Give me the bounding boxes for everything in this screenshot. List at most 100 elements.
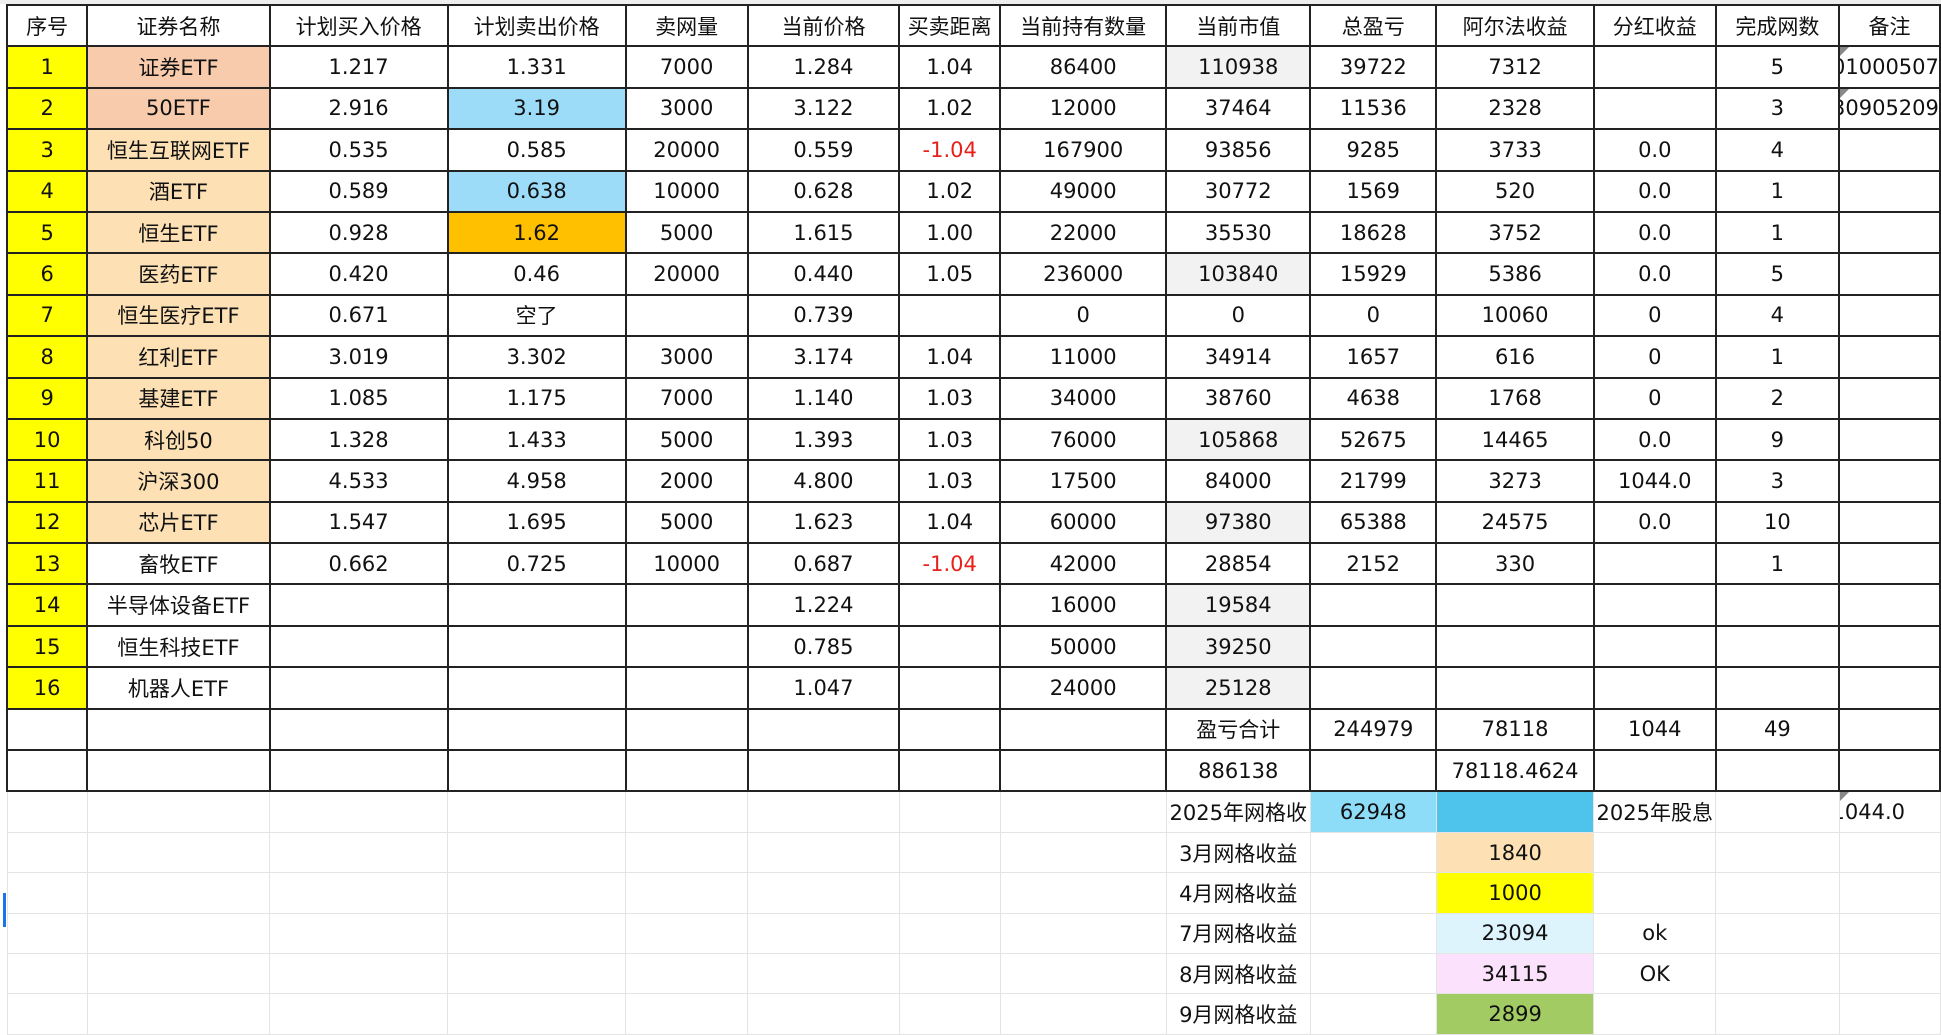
cell-total-pnl[interactable]: 1657: [1309, 335, 1438, 379]
cell-sell-qty[interactable]: 7000: [624, 376, 749, 420]
cell-distance[interactable]: 1.03: [898, 417, 1002, 462]
cell-sell-qty[interactable]: [625, 831, 749, 874]
cell-current-price[interactable]: 1.140: [746, 376, 901, 420]
cell-grids-done[interactable]: 1: [1714, 169, 1841, 213]
cell-market-value[interactable]: 37464: [1165, 86, 1312, 131]
cell-sell-qty[interactable]: 20000: [624, 252, 749, 296]
cell-seq[interactable]: 7: [5, 293, 89, 338]
cell-note[interactable]: [1838, 293, 1941, 338]
header-holding-qty[interactable]: 当前持有数量: [999, 3, 1168, 48]
cell-distance[interactable]: [898, 831, 1001, 874]
cell-market-value[interactable]: 8月网格收益: [1165, 952, 1311, 995]
cell-alpha[interactable]: 1768: [1435, 376, 1595, 420]
cell-seq[interactable]: 9: [5, 376, 89, 420]
cell-name[interactable]: [86, 872, 271, 914]
cell-note[interactable]: [1838, 417, 1941, 462]
cell-sell-price[interactable]: [446, 749, 627, 793]
cell-holding-qty[interactable]: [999, 831, 1167, 874]
cell-current-price[interactable]: [747, 952, 900, 995]
cell-name[interactable]: 畜牧ETF: [86, 542, 271, 586]
cell-note[interactable]: [1838, 912, 1941, 954]
cell-sell-price[interactable]: 1.433: [446, 417, 627, 462]
cell-buy-price[interactable]: 0.420: [268, 252, 449, 296]
cell-sell-qty[interactable]: [625, 993, 749, 1035]
cell-seq[interactable]: 16: [5, 666, 89, 710]
cell-name[interactable]: 科创50: [86, 417, 271, 462]
cell-holding-qty[interactable]: [999, 912, 1167, 954]
cell-total-pnl[interactable]: 1569: [1309, 169, 1438, 213]
cell-seq[interactable]: [6, 993, 88, 1035]
cell-total-pnl[interactable]: 0: [1309, 293, 1438, 338]
cell-sell-qty[interactable]: [624, 666, 749, 710]
cell-buy-price[interactable]: 0.671: [268, 293, 449, 338]
cell-market-value[interactable]: 110938: [1165, 45, 1312, 89]
cell-seq[interactable]: [5, 707, 89, 752]
cell-total-pnl[interactable]: 15929: [1309, 252, 1438, 296]
cell-buy-price[interactable]: [269, 912, 449, 954]
cell-dividend[interactable]: [1592, 624, 1717, 669]
cell-buy-price[interactable]: 1.085: [268, 376, 449, 420]
cell-alpha[interactable]: [1435, 790, 1595, 833]
cell-alpha[interactable]: 520: [1435, 169, 1595, 213]
cell-total-pnl[interactable]: [1309, 912, 1437, 954]
cell-name[interactable]: [86, 912, 271, 954]
header-sell-qty[interactable]: 卖网量: [624, 3, 749, 48]
cell-sell-price[interactable]: [446, 583, 627, 627]
cell-buy-price[interactable]: 0.928: [268, 210, 449, 255]
cell-distance[interactable]: 1.04: [898, 335, 1002, 379]
cell-grids-done[interactable]: 2: [1714, 376, 1841, 420]
cell-buy-price[interactable]: 1.217: [268, 45, 449, 89]
cell-seq[interactable]: [6, 952, 88, 995]
cell-note[interactable]: [1838, 542, 1941, 586]
cell-name[interactable]: [86, 790, 271, 833]
cell-alpha[interactable]: 78118: [1435, 707, 1595, 752]
cell-seq[interactable]: 2: [5, 86, 89, 131]
cell-distance[interactable]: 1.05: [898, 252, 1002, 296]
cell-holding-qty[interactable]: 24000: [999, 666, 1168, 710]
cell-total-pnl[interactable]: [1309, 952, 1437, 995]
cell-dividend[interactable]: [1592, 666, 1717, 710]
cell-note[interactable]: [1838, 624, 1941, 669]
cell-holding-qty[interactable]: 50000: [999, 624, 1168, 669]
cell-alpha[interactable]: [1435, 583, 1595, 627]
cell-holding-qty[interactable]: [999, 952, 1167, 995]
cell-market-value[interactable]: 25128: [1165, 666, 1312, 710]
cell-dividend[interactable]: 0.0: [1592, 417, 1717, 462]
cell-market-value[interactable]: 93856: [1165, 128, 1312, 172]
cell-current-price[interactable]: 1.623: [746, 500, 901, 545]
cell-distance[interactable]: [898, 872, 1001, 914]
cell-distance[interactable]: [898, 624, 1002, 669]
cell-buy-price[interactable]: [269, 790, 449, 833]
cell-holding-qty[interactable]: 12000: [999, 86, 1168, 131]
cell-dividend[interactable]: 0: [1592, 335, 1717, 379]
cell-dividend[interactable]: 0.0: [1592, 128, 1717, 172]
cell-sell-price[interactable]: 0.46: [446, 252, 627, 296]
cell-dividend[interactable]: OK: [1593, 952, 1717, 995]
cell-buy-price[interactable]: 1.328: [268, 417, 449, 462]
cell-total-pnl[interactable]: 9285: [1309, 128, 1438, 172]
cell-dividend[interactable]: 0: [1592, 376, 1717, 420]
cell-dividend[interactable]: 0: [1592, 293, 1717, 338]
cell-grids-done[interactable]: [1714, 666, 1841, 710]
header-dividend[interactable]: 分红收益: [1592, 3, 1717, 48]
header-current-price[interactable]: 当前价格: [746, 3, 901, 48]
cell-grids-done[interactable]: [1715, 993, 1840, 1035]
header-distance[interactable]: 买卖距离: [898, 3, 1002, 48]
cell-grids-done[interactable]: [1715, 912, 1840, 954]
cell-name[interactable]: 机器人ETF: [86, 666, 271, 710]
cell-total-pnl[interactable]: 62948: [1309, 790, 1437, 833]
cell-distance[interactable]: [898, 749, 1002, 793]
cell-distance[interactable]: -1.04: [898, 542, 1002, 586]
cell-grids-done[interactable]: 5: [1714, 45, 1841, 89]
cell-market-value[interactable]: 19584: [1165, 583, 1312, 627]
cell-sell-price[interactable]: [447, 831, 627, 874]
cell-market-value[interactable]: 2025年网格收: [1165, 790, 1311, 833]
cell-alpha[interactable]: 23094: [1435, 912, 1595, 954]
cell-sell-qty[interactable]: [625, 952, 749, 995]
cell-holding-qty[interactable]: 0: [999, 293, 1168, 338]
cell-total-pnl[interactable]: 52675: [1309, 417, 1438, 462]
cell-note[interactable]: [1838, 993, 1941, 1035]
cell-distance[interactable]: [898, 707, 1002, 752]
cell-grids-done[interactable]: 9: [1714, 417, 1841, 462]
cell-buy-price[interactable]: 0.662: [268, 542, 449, 586]
